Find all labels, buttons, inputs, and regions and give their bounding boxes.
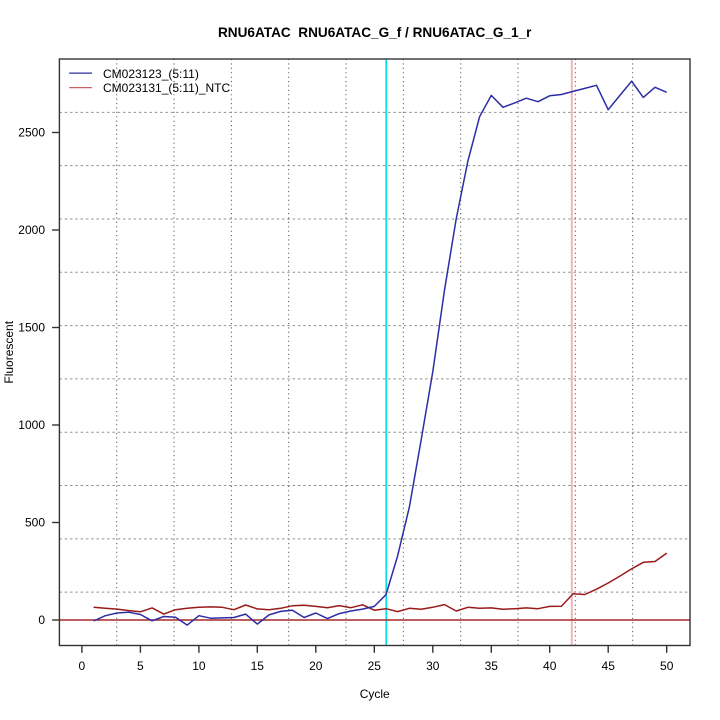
svg-text:10: 10 xyxy=(192,659,206,673)
svg-text:1000: 1000 xyxy=(18,418,45,432)
svg-text:15: 15 xyxy=(251,659,265,673)
svg-text:2500: 2500 xyxy=(18,126,45,140)
svg-text:0: 0 xyxy=(38,613,45,627)
svg-text:0: 0 xyxy=(79,659,86,673)
svg-text:500: 500 xyxy=(25,516,45,530)
svg-text:50: 50 xyxy=(660,659,674,673)
svg-text:25: 25 xyxy=(368,659,382,673)
svg-text:RNU6ATAC RNU6ATAC_G_f / RNU6A: RNU6ATAC RNU6ATAC_G_f / RNU6ATAC_G_1_r xyxy=(218,25,532,40)
svg-text:Cycle: Cycle xyxy=(360,687,390,701)
svg-text:30: 30 xyxy=(426,659,440,673)
svg-text:45: 45 xyxy=(602,659,616,673)
svg-text:20: 20 xyxy=(309,659,323,673)
svg-text:5: 5 xyxy=(137,659,144,673)
svg-text:2000: 2000 xyxy=(18,223,45,237)
svg-text:Fluorescent: Fluorescent xyxy=(2,320,16,383)
svg-text:CM023131_(5:11)_NTC: CM023131_(5:11)_NTC xyxy=(103,81,231,95)
svg-text:40: 40 xyxy=(543,659,557,673)
svg-text:35: 35 xyxy=(485,659,499,673)
svg-text:CM023123_(5:11): CM023123_(5:11) xyxy=(103,67,199,81)
svg-text:1500: 1500 xyxy=(18,321,45,335)
